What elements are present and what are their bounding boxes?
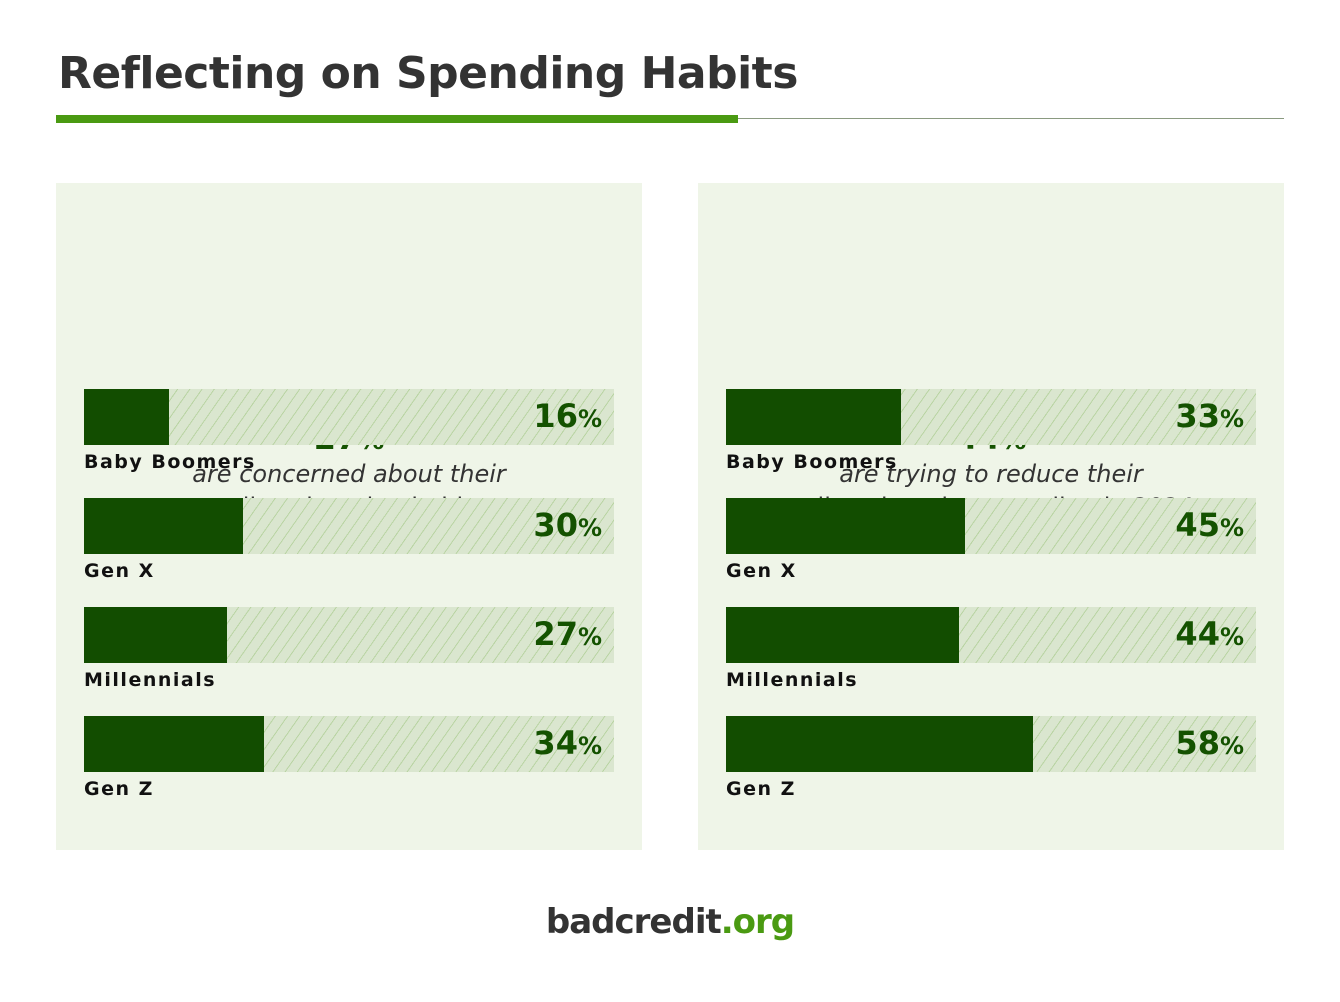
- data-label-value: 30: [533, 506, 578, 544]
- description-italic: are trying to reduce their: [839, 460, 1143, 488]
- bar-row: 45% Gen X: [726, 498, 1256, 582]
- description-italic: are concerned about their: [192, 460, 506, 488]
- data-label-unit: %: [577, 623, 602, 651]
- bar-row: 27% Millennials: [84, 607, 614, 691]
- data-label-value: 58: [1175, 724, 1220, 762]
- data-label: 58%: [1175, 724, 1244, 762]
- data-label: 44%: [1175, 615, 1244, 653]
- data-label: 30%: [533, 506, 602, 544]
- panel-concerned: 27% are concerned about theironline shop…: [56, 183, 642, 850]
- bar: [84, 607, 228, 663]
- logo-tld: .org: [720, 902, 795, 942]
- category-label: Millennials: [84, 669, 217, 691]
- data-label-value: 34: [533, 724, 578, 762]
- panel-reduce-spending: 44% are trying to reduce theironline sho…: [698, 183, 1284, 850]
- data-label: 45%: [1175, 506, 1244, 544]
- data-label-unit: %: [577, 405, 602, 433]
- bar: [726, 716, 1034, 772]
- data-label: 33%: [1175, 397, 1244, 435]
- bar: [726, 389, 901, 445]
- category-label: Gen X: [84, 560, 155, 582]
- bar-row: 44% Millennials: [726, 607, 1256, 691]
- data-label-value: 33: [1175, 397, 1220, 435]
- data-label-unit: %: [1219, 623, 1244, 651]
- data-label-value: 45: [1175, 506, 1220, 544]
- logo: badcredit.org: [0, 902, 1340, 942]
- category-label: Gen X: [726, 560, 797, 582]
- category-label: Baby Boomers: [84, 451, 256, 473]
- bar: [726, 607, 960, 663]
- category-label: Gen Z: [726, 778, 796, 800]
- category-label: Baby Boomers: [726, 451, 898, 473]
- bar-row: 16% Baby Boomers: [84, 389, 614, 473]
- title-underline: [56, 115, 738, 123]
- data-label-value: 27: [533, 615, 578, 653]
- bar: [84, 389, 169, 445]
- bar: [726, 498, 965, 554]
- bar: [84, 498, 243, 554]
- category-label: Gen Z: [84, 778, 154, 800]
- data-label: 27%: [533, 615, 602, 653]
- bar-row: 33% Baby Boomers: [726, 389, 1256, 473]
- logo-name: badcredit: [545, 902, 722, 942]
- category-label: Millennials: [726, 669, 859, 691]
- data-label-unit: %: [577, 732, 602, 760]
- data-label-unit: %: [1219, 514, 1244, 542]
- data-label-value: 44: [1175, 615, 1220, 653]
- bar-row: 58% Gen Z: [726, 716, 1256, 800]
- bar-track: [84, 389, 614, 445]
- bar-row: 30% Gen X: [84, 498, 614, 582]
- data-label-unit: %: [1219, 732, 1244, 760]
- bar-row: 34% Gen Z: [84, 716, 614, 800]
- data-label: 34%: [533, 724, 602, 762]
- data-label-unit: %: [577, 514, 602, 542]
- data-label: 16%: [533, 397, 602, 435]
- bar: [84, 716, 265, 772]
- data-label-unit: %: [1219, 405, 1244, 433]
- data-label-value: 16: [533, 397, 578, 435]
- page-title: Reflecting on Spending Habits: [58, 48, 798, 99]
